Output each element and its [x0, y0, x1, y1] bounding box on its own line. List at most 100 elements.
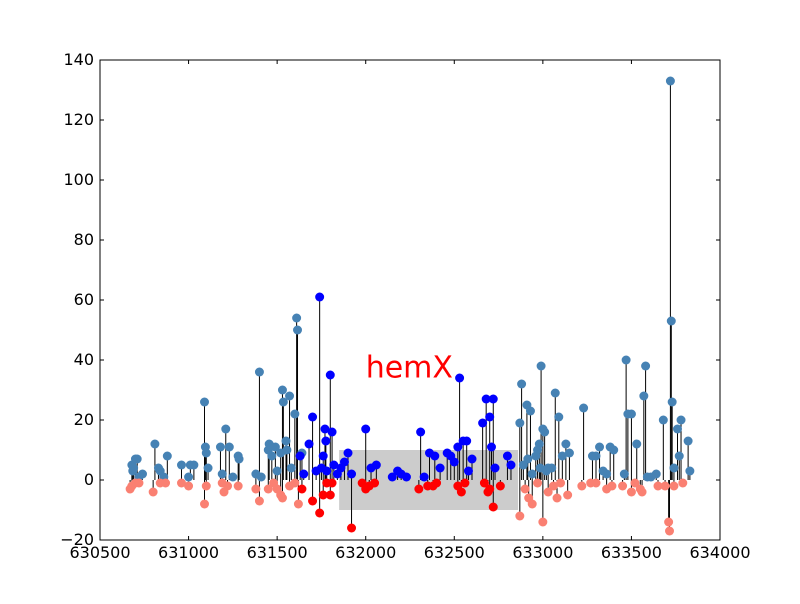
data-point: [630, 478, 640, 488]
data-point: [201, 481, 211, 491]
data-point: [520, 484, 530, 494]
data-point: [456, 487, 466, 497]
data-point: [200, 499, 210, 509]
x-tick-label: 633000: [512, 543, 573, 562]
gene-label: hemX: [366, 351, 453, 386]
data-point: [347, 523, 357, 533]
x-tick-label: 632500: [424, 543, 485, 562]
data-point: [315, 508, 325, 518]
data-point: [132, 454, 142, 464]
data-point: [297, 484, 307, 494]
data-point: [626, 409, 636, 419]
data-point: [292, 313, 302, 323]
data-point: [621, 355, 631, 365]
data-point: [463, 466, 473, 476]
data-point: [515, 511, 525, 521]
data-point: [325, 370, 335, 380]
data-point: [176, 460, 186, 470]
data-point: [534, 439, 544, 449]
data-point: [327, 478, 337, 488]
data-point: [200, 397, 210, 407]
data-point: [533, 478, 543, 488]
data-point: [538, 517, 548, 527]
data-point: [502, 451, 512, 461]
data-point: [339, 457, 349, 467]
data-point: [495, 481, 505, 491]
data-point: [233, 481, 243, 491]
data-point: [543, 487, 553, 497]
data-point: [161, 478, 171, 488]
data-point: [669, 463, 679, 473]
data-point: [666, 316, 676, 326]
data-point: [618, 481, 628, 491]
data-point: [290, 478, 300, 488]
data-point: [430, 451, 440, 461]
data-point: [488, 394, 498, 404]
data-point: [320, 424, 330, 434]
data-point: [548, 481, 558, 491]
y-tick-label: 40: [74, 350, 94, 369]
data-point: [285, 391, 295, 401]
data-point: [455, 373, 465, 383]
data-point: [527, 469, 537, 479]
data-point: [678, 478, 688, 488]
data-point: [660, 481, 670, 491]
data-point: [414, 484, 424, 494]
data-point: [329, 460, 339, 470]
data-point: [370, 478, 380, 488]
x-tick-label: 633500: [601, 543, 662, 562]
data-point: [667, 397, 677, 407]
data-point: [676, 415, 686, 425]
data-point: [554, 412, 564, 422]
data-point: [653, 481, 663, 491]
data-point: [453, 442, 463, 452]
data-point: [577, 481, 587, 491]
data-point: [224, 442, 234, 452]
data-point: [485, 412, 495, 422]
data-point: [432, 478, 442, 488]
data-point: [552, 493, 562, 503]
data-point: [626, 487, 636, 497]
data-point: [591, 478, 601, 488]
data-point: [221, 424, 231, 434]
y-tick-label: 100: [63, 170, 94, 189]
y-tick-label: 60: [74, 290, 94, 309]
data-point: [547, 463, 557, 473]
data-point: [254, 496, 264, 506]
data-point: [162, 451, 172, 461]
data-point: [506, 460, 516, 470]
data-point: [184, 472, 194, 482]
data-point: [299, 469, 309, 479]
data-point: [290, 409, 300, 419]
data-point: [286, 463, 296, 473]
y-tick-label: 120: [63, 110, 94, 129]
data-point: [486, 442, 496, 452]
data-point: [536, 361, 546, 371]
data-point: [637, 487, 647, 497]
data-point: [479, 478, 489, 488]
data-point: [607, 481, 617, 491]
data-point: [591, 451, 601, 461]
data-point: [672, 424, 682, 434]
data-point: [579, 403, 589, 413]
data-point: [401, 472, 411, 482]
data-point: [277, 385, 287, 395]
y-tick-label: 20: [74, 410, 94, 429]
data-point: [561, 439, 571, 449]
data-point: [488, 502, 498, 512]
data-point: [318, 490, 328, 500]
data-point: [318, 451, 328, 461]
axis-layer: 630500 631000 631500 632000 632500 633000 6335…: [60, 50, 750, 562]
data-point: [217, 469, 227, 479]
data-point: [485, 484, 495, 494]
data-point: [387, 472, 397, 482]
data-point: [651, 469, 661, 479]
data-point: [523, 454, 533, 464]
data-point: [293, 499, 303, 509]
data-point: [189, 460, 199, 470]
data-point: [347, 469, 357, 479]
data-point: [203, 463, 213, 473]
data-point: [308, 496, 318, 506]
data-point: [150, 439, 160, 449]
data-point: [315, 292, 325, 302]
